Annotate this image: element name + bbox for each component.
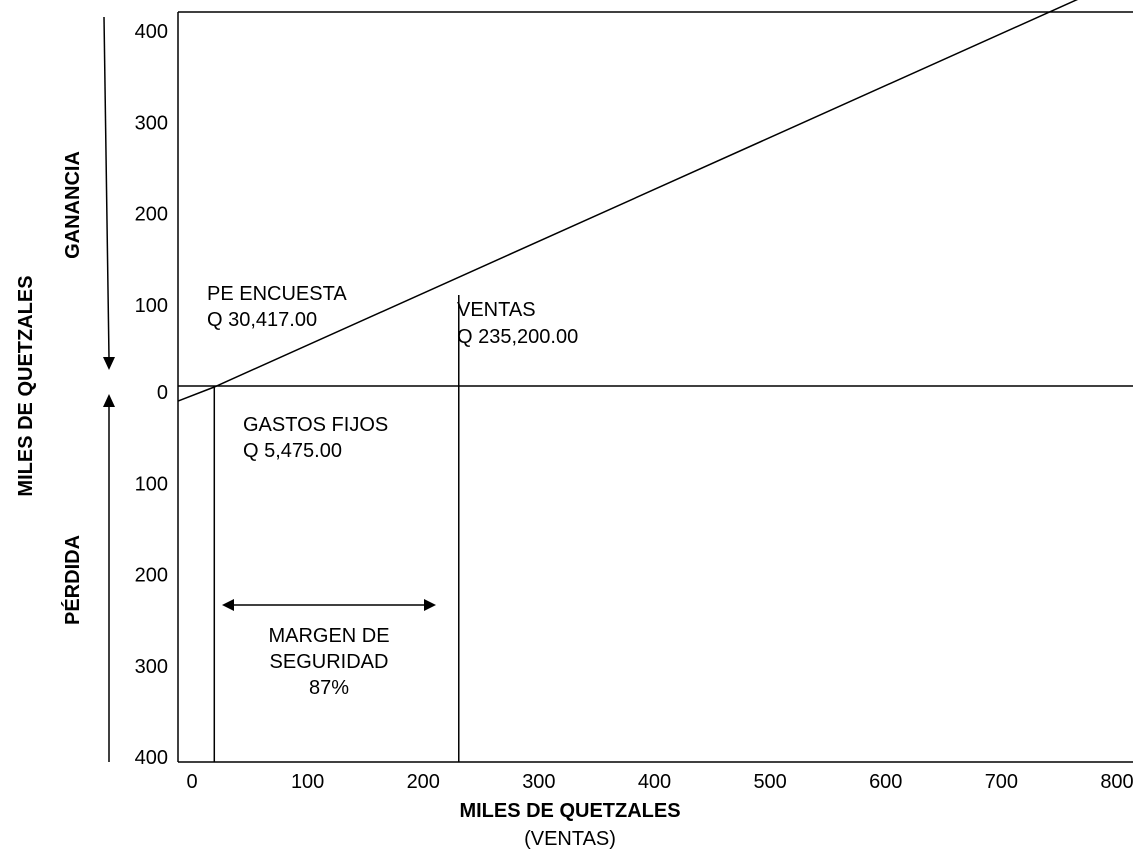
y-tick-labels: 400 300 200 100 0 100 200 300 400 (135, 21, 168, 769)
x-axis-sublabel: (VENTAS) (524, 828, 616, 850)
ventas-annotation-line2: Q 235,200.00 (457, 326, 578, 348)
pe-annotation-line2: Q 30,417.00 (207, 309, 317, 331)
margen-annotation-line2: SEGURIDAD (270, 651, 389, 673)
x-tick-label: 800 (1100, 771, 1133, 793)
y-tick-label: 300 (135, 656, 168, 678)
y-tick-label: 400 (135, 747, 168, 769)
x-tick-label: 500 (753, 771, 786, 793)
y-axis-label: MILES DE QUETZALES (15, 275, 37, 496)
x-axis-label: MILES DE QUETZALES (459, 800, 680, 822)
ganancia-label: GANANCIA (62, 151, 84, 259)
margen-annotation-line3: 87% (309, 677, 349, 699)
y-tick-label: 0 (157, 382, 168, 404)
ganancia-arrow-head (103, 357, 115, 370)
x-tick-label: 400 (638, 771, 671, 793)
x-tick-label: 0 (186, 771, 197, 793)
x-tick-labels: 0 100 200 300 400 500 600 700 800 (186, 771, 1133, 793)
x-tick-label: 300 (522, 771, 555, 793)
margen-arrow-right-head (424, 599, 436, 611)
perdida-arrow-head (103, 394, 115, 407)
pe-annotation-line1: PE ENCUESTA (207, 283, 347, 305)
y-tick-label: 300 (135, 112, 168, 134)
vertical-markers (213, 295, 460, 762)
ganancia-arrow (103, 16, 110, 359)
x-tick-label: 200 (407, 771, 440, 793)
x-tick-label: 100 (291, 771, 324, 793)
y-tick-label: 200 (135, 565, 168, 587)
margen-arrow-left-head (222, 599, 234, 611)
ventas-annotation-line1: VENTAS (457, 299, 536, 321)
gastos-annotation-line1: GASTOS FIJOS (243, 414, 388, 436)
x-tick-label: 600 (869, 771, 902, 793)
margen-annotation-line1: MARGEN DE (268, 625, 389, 647)
perdida-label: PÉRDIDA (61, 535, 84, 625)
y-tick-label: 100 (135, 473, 168, 495)
sales-line (177, 0, 1079, 402)
gastos-annotation-line2: Q 5,475.00 (243, 440, 342, 462)
y-tick-label: 400 (135, 21, 168, 43)
x-tick-label: 700 (985, 771, 1018, 793)
y-tick-label: 100 (135, 295, 168, 317)
series-lines (177, 0, 1079, 402)
y-tick-label: 200 (135, 204, 168, 226)
